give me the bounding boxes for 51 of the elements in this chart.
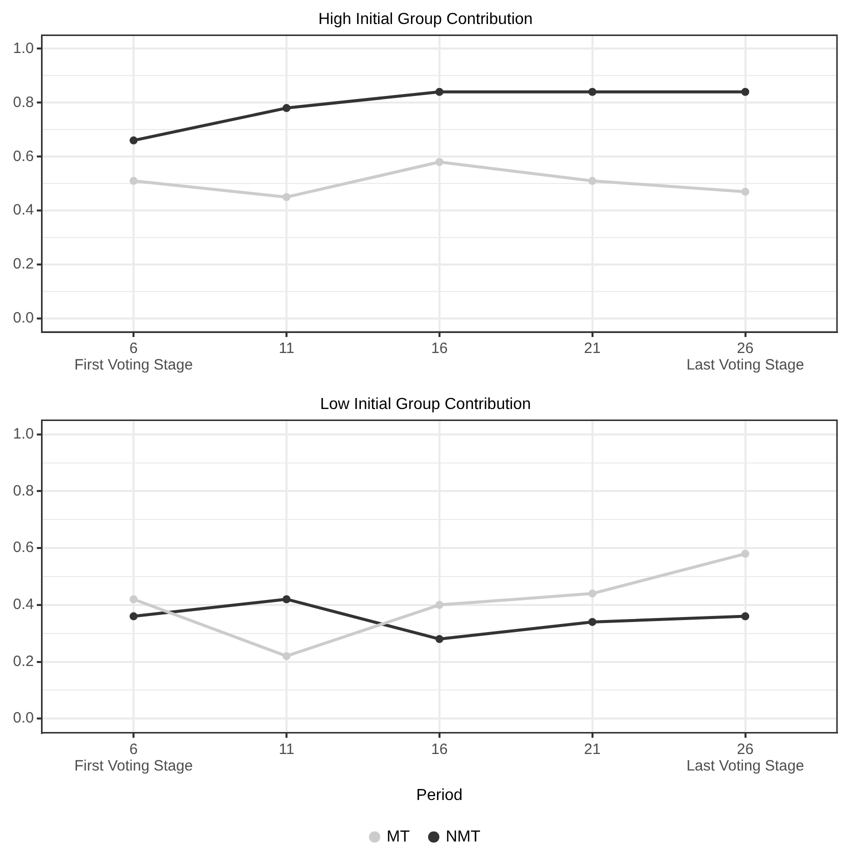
x-tick-label: 16 <box>431 340 448 358</box>
point <box>282 193 291 202</box>
chart-title: Low Initial Group Contribution <box>320 396 531 414</box>
y-tick-label: 0.2 <box>12 256 34 273</box>
text: First Voting Stage <box>74 356 193 374</box>
point <box>130 595 138 604</box>
legend-label: MT <box>386 828 410 846</box>
legend-label: NMT <box>446 828 481 846</box>
point <box>282 595 291 604</box>
y-tick-label: 1.0 <box>12 426 34 443</box>
point <box>741 88 750 96</box>
point <box>741 612 750 620</box>
y-tick-label: 0.6 <box>12 539 34 556</box>
y-tick-label: 1.0 <box>12 40 34 57</box>
x-tick-label: 26 <box>736 740 754 758</box>
x-tick-label: 16 <box>431 740 448 758</box>
point <box>741 188 750 196</box>
point <box>588 590 596 598</box>
y-tick-label: 0.8 <box>12 482 34 500</box>
x-tick-label: 11 <box>278 340 294 358</box>
x-tick-label: 21 <box>584 740 601 758</box>
chart-title: High Initial Group Contribution <box>318 11 533 28</box>
point <box>282 652 291 660</box>
point <box>588 88 596 96</box>
point <box>435 88 444 96</box>
y-tick-label: 0.4 <box>12 202 34 219</box>
text: Last Voting Stage <box>686 757 804 774</box>
x-tick-label: 6 <box>129 340 138 358</box>
x-tick-label: 11 <box>278 740 294 758</box>
text: First Voting Stage <box>74 757 193 774</box>
x-tick-label: 26 <box>736 340 754 358</box>
x-axis-title: Period <box>416 786 463 804</box>
x-tick-label: 21 <box>584 340 601 358</box>
y-tick-label: 0.2 <box>12 652 34 670</box>
point <box>130 176 138 185</box>
point <box>741 550 750 558</box>
y-tick-label: 0.0 <box>12 710 34 727</box>
y-tick-label: 0.0 <box>12 310 34 327</box>
point <box>588 176 596 185</box>
x-tick-label: 6 <box>129 740 138 758</box>
point <box>130 612 138 620</box>
y-tick-label: 0.8 <box>12 94 34 111</box>
point <box>435 158 444 166</box>
point <box>130 136 138 144</box>
point <box>435 600 444 609</box>
y-tick-label: 0.6 <box>12 148 34 165</box>
point <box>435 635 444 644</box>
point <box>588 618 596 626</box>
y-tick-label: 0.4 <box>12 596 34 614</box>
point <box>282 104 291 112</box>
text: Last Voting Stage <box>686 356 804 374</box>
